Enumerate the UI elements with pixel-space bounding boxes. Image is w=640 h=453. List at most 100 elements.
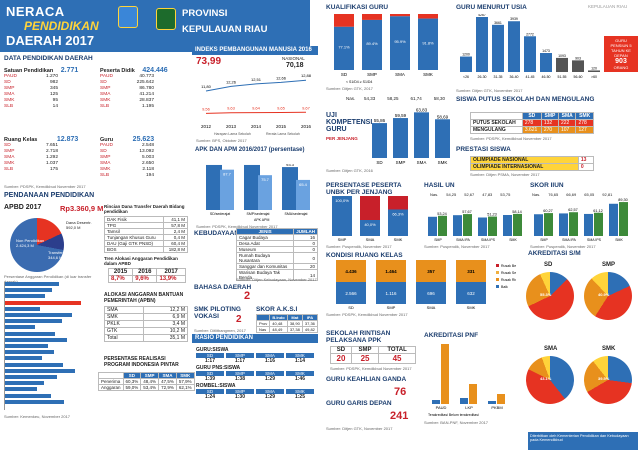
apm-value: 65.4 (299, 182, 308, 187)
kual-cat: SD (341, 72, 348, 77)
unbk-bar (332, 196, 352, 236)
stat-row: SLB 175 (4, 167, 60, 173)
rasio-value: 1:30 (234, 394, 245, 400)
rintisan-table: SD SMP TOTAL 20 25 45 (330, 346, 416, 364)
usia-bar (524, 36, 536, 72)
apbd-value: Rp3.360,9 M (60, 204, 104, 213)
unbk-title: PERSENTASE PESERTA UNBK PER JENJANG (326, 182, 402, 196)
ipm-legend: Rerata Lama Sekolah (266, 132, 300, 136)
stat-label: SMK (100, 167, 111, 172)
unbk-value: 40,0% (364, 222, 376, 227)
unbk-value: 100,0% (335, 198, 349, 203)
stat-label: SMA (4, 92, 15, 97)
rasio-head: SMA (256, 389, 284, 394)
stat-label: SD (4, 80, 11, 85)
kondisi-title: KONDISI RUANG KELAS (326, 252, 403, 259)
kual-legend: < S1/D4 ≥ S1/D4 (346, 80, 372, 84)
apbd-label: APBD 2017 (4, 204, 42, 211)
usia-value: 3939 (510, 17, 518, 21)
bar-2017 (488, 216, 497, 236)
stat-row: SMA 1.292 (4, 155, 60, 161)
putus-cell: 132 (540, 119, 560, 127)
akreditasi-pie-value: 55.3% (540, 292, 552, 297)
usia-value: 4267 (478, 14, 486, 17)
bar-cat: SMA IPA (562, 238, 576, 242)
ipm-line-bottom (205, 111, 307, 114)
bar-2017 (513, 213, 522, 236)
bar-cat: SMK (615, 238, 623, 242)
bar-2016 (453, 215, 462, 236)
stat-row: SMK 28.837 (100, 98, 156, 104)
ukg-bar (435, 119, 450, 158)
garis-title: GURU GARIS DEPAN (326, 400, 392, 407)
rasio-head: SMK (286, 353, 314, 358)
rintisan-head: SD (330, 346, 352, 354)
title-neraca: NERACA (6, 4, 65, 19)
apk-value: 97.9 (210, 164, 219, 165)
kualifikasi-title: KUALIFIKASI GURU (326, 4, 389, 11)
stat-row: SD 13.092 (100, 149, 156, 155)
ukg-bar-chart: 55,86 SD 59,59 SMP 63,83 SMA 58,69 SMK (372, 107, 450, 165)
kual-value: 91.8% (422, 40, 434, 45)
stat-row: SMP 345 (4, 86, 60, 92)
rasio-group-title: GURU PNS:SISWA (196, 365, 241, 371)
pensiun-label: GURU PENSIUN 5 TAHUN KE DEPAN (610, 38, 632, 58)
iiun-nas: 66,69 (566, 192, 577, 197)
bar-value: 60,27 (543, 209, 553, 213)
akreditasi-title: AKREDITASI S/M (528, 250, 581, 257)
stat-row: SMK 95 (4, 98, 60, 104)
ukg-value: 59,59 (395, 113, 407, 118)
iiun-nas: 65,05 (584, 192, 595, 197)
rasio-head: SMA (256, 353, 284, 358)
apk-cat: SMA/sederajat (285, 212, 308, 216)
pendanaan-source: Sumber: Kemenkeu, November 2017 (4, 414, 71, 419)
kondisi-ringan-value: 4.436 (345, 269, 357, 274)
kondisi-cat: SMK (467, 305, 476, 310)
rasio-block: GURU:SISWA SD SMP SMA SMK 1:17 1:17 1:16 1:14 GUR… (196, 346, 318, 400)
stat-row: SLB 1.195 (100, 104, 156, 110)
putus-head: SD (521, 112, 542, 120)
rasio-value: 1:17 (234, 358, 245, 364)
bahasa-value: 2 (244, 290, 251, 302)
garis-value: 241 (390, 410, 409, 422)
tren-value: 9,6% (132, 275, 158, 283)
kondisi-baik (336, 282, 366, 304)
bar-value: 62,57 (568, 208, 578, 212)
bar-2017 (569, 212, 578, 236)
rintisan-head: SMP (350, 346, 380, 354)
usia-value: 903 (575, 56, 581, 60)
kual-bar-low (390, 14, 410, 17)
kondisi-ringan (456, 260, 486, 282)
bar-2017 (463, 214, 472, 236)
usia-value: 1093 (558, 54, 566, 58)
stat-value: 1.037 (45, 161, 58, 166)
pie-label-transfer: Transfer Daerah 344,6 M (48, 250, 77, 260)
rasio-head: SMK (286, 389, 314, 394)
ukg-value: 55,86 (374, 118, 386, 123)
satuan-total: 2.771 (60, 67, 79, 74)
garis-source: Sumber: Ditjen GTK, November 2017 (326, 426, 393, 431)
akreditasi-pie-label: SMA (544, 346, 558, 352)
kual-cat: SMA (395, 72, 405, 77)
stat-label: PAUD (100, 74, 113, 79)
stat-row: PAUD 2.548 (100, 143, 156, 149)
hbar (5, 387, 38, 392)
aksi-cell: 48,49 (269, 326, 288, 333)
kual-value: 77.1% (338, 44, 350, 49)
bar-2016 (428, 216, 437, 236)
unbk-cat: SMA (366, 237, 375, 242)
pnf-title: AKREDITASI PNF (424, 332, 479, 339)
apk-bar (282, 167, 298, 210)
apk-value: 93.3 (286, 164, 295, 167)
kual-value: 89.4% (366, 41, 378, 46)
kondisi-ringan (336, 260, 366, 282)
stat-label: SD (100, 149, 107, 154)
pie-label-dana: Dana Desentr. 592,0 M (66, 220, 92, 230)
keahlian-title: GURU KEAHLIAN GANDA (326, 376, 407, 383)
pensiun-unit: ORANG (613, 65, 629, 70)
kondisi-ringan-value: 331 (467, 269, 475, 274)
akreditasi-pie (526, 356, 574, 404)
ipm-bottom-label: 9,64 (252, 106, 261, 111)
data-source: Sumber: PDSPK, Kemdikbud November 2017 (4, 184, 86, 189)
table-cell: SMK (104, 313, 144, 321)
